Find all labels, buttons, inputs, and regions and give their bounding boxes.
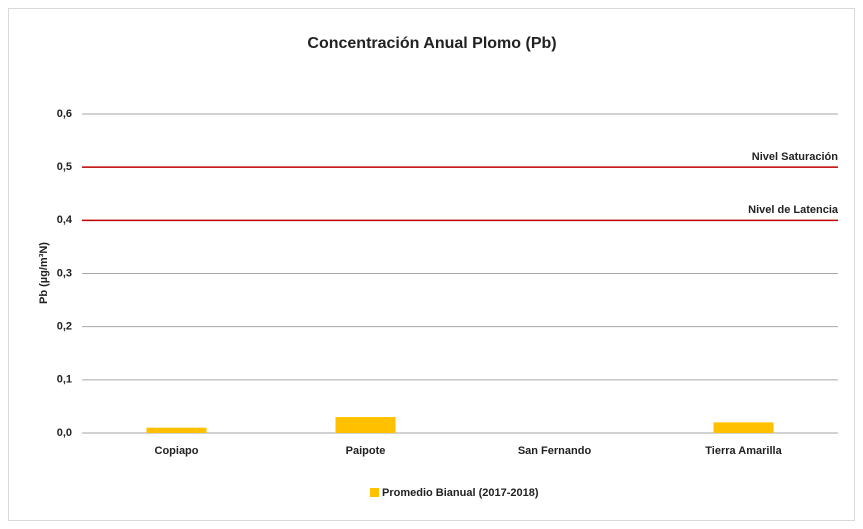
y-tick-label: 0,0: [57, 427, 72, 439]
reference-label: Nivel de Latencia: [748, 204, 839, 216]
x-tick-label: Copiapo: [155, 445, 199, 457]
x-tick-label: Paipote: [346, 445, 386, 457]
reference-label: Nivel Saturación: [752, 151, 838, 163]
x-tick-label: San Fernando: [518, 445, 592, 457]
y-tick-label: 0,1: [57, 374, 72, 386]
y-tick-label: 0,2: [57, 321, 72, 333]
y-tick-label: 0,3: [57, 267, 72, 279]
legend-swatch: [370, 488, 379, 497]
y-tick-label: 0,5: [57, 161, 72, 173]
y-axis-label: Pb (µg/m³N): [38, 242, 50, 304]
bar: [713, 422, 774, 433]
bar: [146, 427, 207, 433]
bar: [335, 417, 396, 433]
y-tick-label: 0,6: [57, 108, 72, 120]
legend-label: Promedio Bianual (2017-2018): [382, 487, 539, 499]
chart-frame: [8, 8, 855, 521]
x-tick-label: Tierra Amarilla: [705, 445, 782, 457]
chart-title: Concentración Anual Plomo (Pb): [307, 35, 556, 52]
y-tick-label: 0,4: [57, 214, 73, 226]
